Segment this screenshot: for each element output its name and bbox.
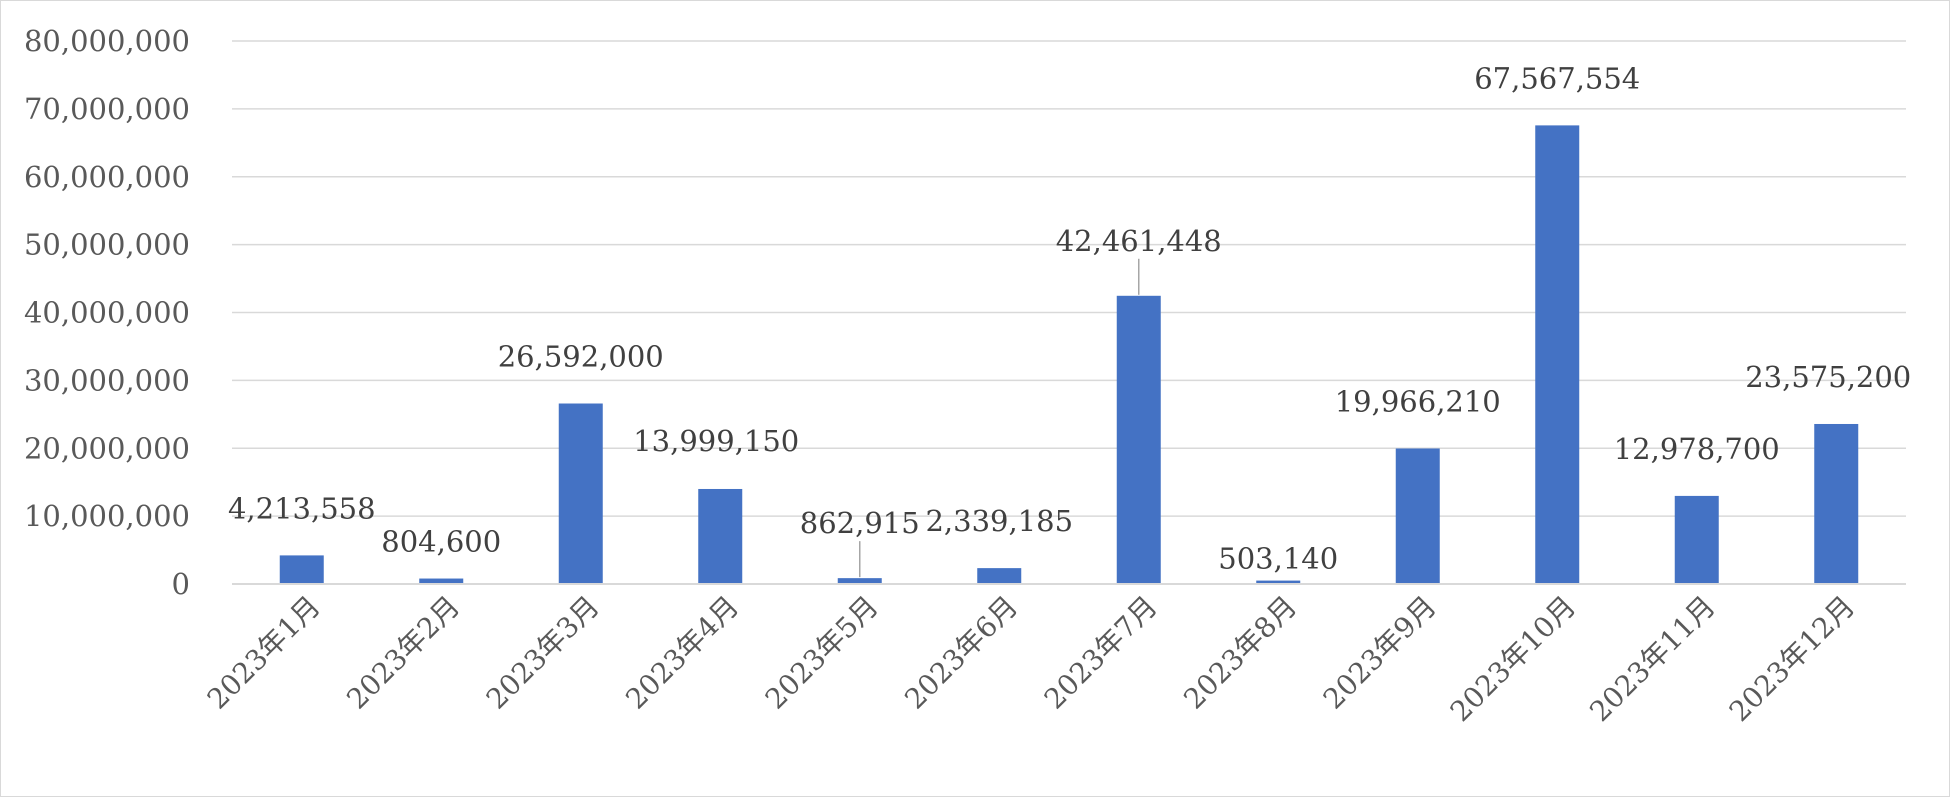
data-label: 862,915 — [800, 506, 920, 540]
x-tick-label: 2023年11月 — [1583, 590, 1722, 729]
bar — [1256, 580, 1301, 584]
y-tick-label: 60,000,000 — [24, 160, 190, 194]
y-axis: 0 10,000,000 20,000,000 30,000,000 40,000,00… — [24, 24, 190, 601]
bar — [279, 555, 324, 584]
y-tick-label: 70,000,000 — [24, 92, 190, 126]
x-tick-label: 2023年5月 — [759, 590, 885, 716]
data-label: 26,592,000 — [498, 340, 664, 374]
data-label: 2,339,185 — [925, 504, 1073, 538]
x-tick-label: 2023年3月 — [480, 590, 606, 716]
leader-lines — [859, 258, 1140, 578]
bar — [977, 568, 1022, 584]
data-label: 503,140 — [1218, 542, 1338, 576]
bar — [698, 488, 743, 584]
bar — [1116, 295, 1161, 584]
x-tick-label: 2023年8月 — [1177, 590, 1303, 716]
bar — [1395, 448, 1440, 584]
x-tick-label: 2023年4月 — [619, 590, 745, 716]
y-tick-label: 20,000,000 — [24, 431, 190, 465]
y-tick-label: 10,000,000 — [24, 499, 190, 533]
data-label: 804,600 — [381, 525, 501, 559]
bar — [1535, 125, 1580, 584]
gridlines — [232, 40, 1906, 585]
data-label: 12,978,700 — [1614, 432, 1780, 466]
bar — [558, 403, 603, 584]
x-tick-label: 2023年2月 — [340, 590, 466, 716]
data-label: 13,999,150 — [633, 424, 799, 458]
bar — [419, 578, 464, 584]
x-tick-label: 2023年6月 — [898, 590, 1024, 716]
bar — [1814, 423, 1859, 584]
y-tick-label: 80,000,000 — [24, 24, 190, 58]
bars — [279, 125, 1859, 584]
data-label: 67,567,554 — [1474, 61, 1640, 95]
y-tick-label: 0 — [172, 567, 190, 601]
x-tick-label: 2023年9月 — [1317, 590, 1443, 716]
y-tick-label: 50,000,000 — [24, 228, 190, 262]
y-tick-label: 40,000,000 — [24, 296, 190, 330]
bar — [1674, 495, 1719, 584]
data-label: 19,966,210 — [1335, 384, 1501, 418]
data-label: 4,213,558 — [228, 491, 376, 525]
x-tick-label: 2023年7月 — [1038, 590, 1164, 716]
data-label: 23,575,200 — [1745, 360, 1911, 394]
data-label: 42,461,448 — [1056, 224, 1222, 258]
x-tick-label: 2023年1月 — [201, 590, 327, 716]
x-axis: 2023年1月 2023年2月 2023年3月 2023年4月 2023年5月 2023年… — [201, 583, 1906, 729]
x-tick-label: 2023年12月 — [1723, 590, 1862, 729]
x-tick-label: 2023年10月 — [1444, 590, 1583, 729]
y-tick-label: 30,000,000 — [24, 363, 190, 397]
bar — [837, 578, 882, 584]
